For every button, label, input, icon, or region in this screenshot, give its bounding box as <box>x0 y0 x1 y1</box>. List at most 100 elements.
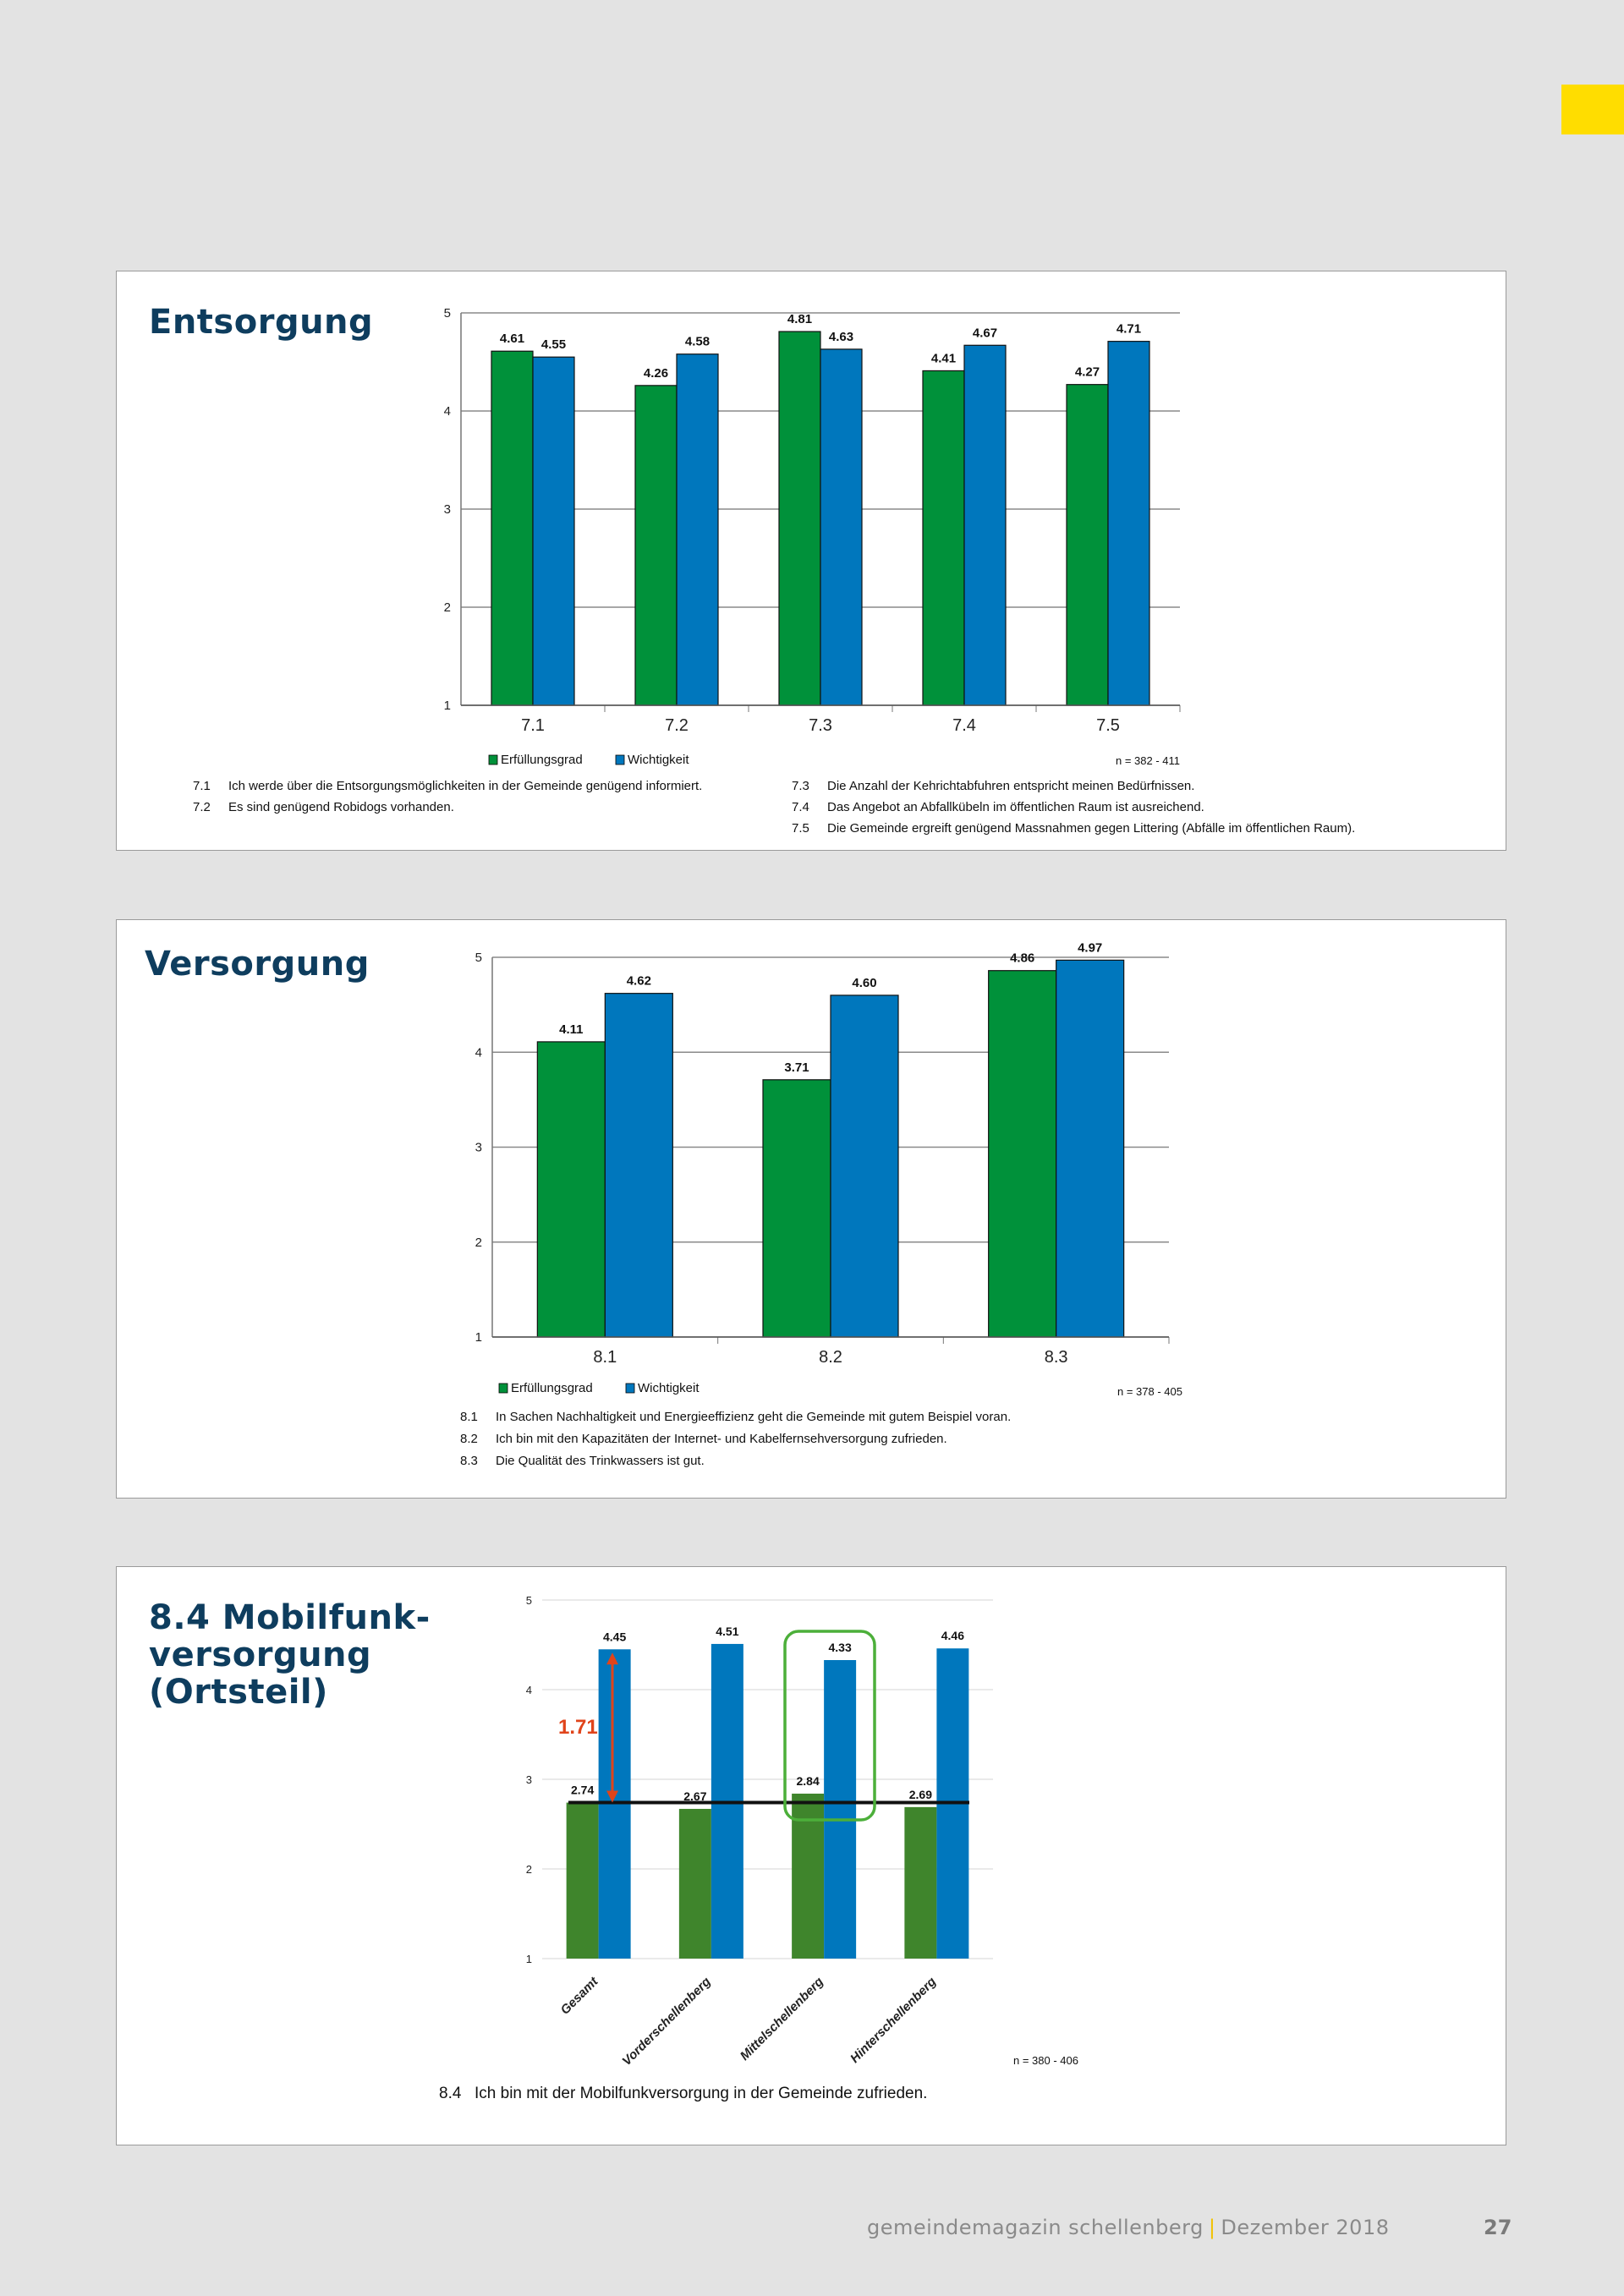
y-tick-label: 5 <box>444 306 451 321</box>
legend-swatch <box>615 754 625 765</box>
y-tick-label: 4 <box>475 1045 482 1060</box>
footnote: 8.1 In Sachen Nachhaltigkeit und Energiee… <box>460 1410 1012 1424</box>
bar-wichtigkeit <box>676 353 719 706</box>
y-tick-label: 3 <box>444 502 451 517</box>
y-tick-label: 2 <box>526 1863 532 1876</box>
sample-size-note: n = 382 - 411 <box>1116 754 1180 767</box>
data-label: 4.11 <box>559 1022 583 1037</box>
legend-swatch <box>498 1383 508 1394</box>
x-category-label: 7.1 <box>521 716 545 735</box>
bar-wichtigkeit <box>830 995 899 1338</box>
bar-erfuellung <box>988 970 1057 1338</box>
bar-erfuellung <box>566 1802 599 1959</box>
title-line: 8.4 Mobilfunk- <box>149 1598 431 1637</box>
y-tick-label: 4 <box>526 1684 532 1696</box>
x-category-label: Vorderschellenberg <box>619 1975 713 2069</box>
sample-size-note: n = 380 - 406 <box>1013 2054 1078 2067</box>
footnote: 8.3 Die Qualität des Trinkwassers ist gut… <box>460 1454 705 1468</box>
x-category-label: Hinterschellenberg <box>848 1975 939 2066</box>
data-label: 4.86 <box>1010 951 1034 966</box>
y-tick-label: 5 <box>526 1594 532 1607</box>
data-label: 4.45 <box>603 1630 626 1643</box>
section-title: Versorgung <box>145 945 370 984</box>
sample-size-note: n = 378 - 405 <box>1117 1385 1182 1398</box>
legend-swatch <box>488 754 498 765</box>
bar-wichtigkeit <box>824 1660 857 1959</box>
data-label: 4.51 <box>716 1625 738 1638</box>
title-line: (Ortsteil) <box>149 1673 328 1712</box>
x-category-label: 7.4 <box>952 716 976 735</box>
bar-erfuellung <box>762 1079 831 1338</box>
section-title: 8.4 Mobilfunk- versorgung (Ortsteil) <box>149 1599 431 1711</box>
highlight-box <box>783 1630 876 1822</box>
legend-swatch <box>625 1383 635 1394</box>
data-label: 4.27 <box>1075 365 1100 380</box>
data-label: 4.60 <box>852 976 876 990</box>
y-tick-label: 5 <box>475 951 482 965</box>
data-label: 2.69 <box>909 1788 932 1801</box>
y-tick-label: 2 <box>475 1236 482 1250</box>
data-label: 4.41 <box>931 351 956 365</box>
footnote: 8.2 Ich bin mit den Kapazitäten der Inter… <box>460 1432 947 1446</box>
legend-label: Erfüllungsgrad <box>501 753 583 767</box>
x-category-label: 7.2 <box>665 716 689 735</box>
y-tick-label: 1 <box>444 699 451 713</box>
data-label: 3.71 <box>784 1060 809 1075</box>
data-label: 4.81 <box>787 312 812 326</box>
legend-label: Erfüllungsgrad <box>511 1381 593 1395</box>
data-label: 4.67 <box>973 326 997 340</box>
data-label: 4.58 <box>685 335 710 349</box>
footnote: 7.4 Das Angebot an Abfallkübeln im öffent… <box>792 800 1204 814</box>
data-label: 4.61 <box>500 332 524 346</box>
arrow-head-up <box>606 1652 618 1665</box>
data-label: 4.55 <box>541 337 566 352</box>
legend-label: Wichtigkeit <box>638 1381 700 1395</box>
footnote: 7.5 Die Gemeinde ergreift genügend Massna… <box>792 821 1356 836</box>
footer-separator: | <box>1208 2216 1216 2239</box>
x-category-label: Mittelschellenberg <box>738 1975 826 2063</box>
bar-wichtigkeit <box>963 344 1007 706</box>
x-category-label: 8.2 <box>819 1348 842 1367</box>
magazine-name: gemeindemagazin schellenberg <box>867 2216 1204 2239</box>
x-category-label: 7.5 <box>1096 716 1120 735</box>
footnote: 7.2 Es sind genügend Robidogs vorhanden. <box>193 800 454 814</box>
data-label: 2.74 <box>571 1784 594 1797</box>
bar-erfuellung <box>922 370 965 706</box>
data-label: 4.63 <box>829 330 853 344</box>
x-category-label: 8.3 <box>1045 1348 1068 1367</box>
data-label: 4.62 <box>627 974 651 989</box>
y-tick-label: 2 <box>444 600 451 615</box>
y-tick-label: 3 <box>475 1141 482 1155</box>
y-tick-label: 4 <box>444 404 451 419</box>
footnote: 7.1 Ich werde über die Entsorgungsmöglich… <box>193 779 703 793</box>
data-label: 4.97 <box>1078 940 1102 955</box>
mobilfunk-panel: 8.4 Mobilfunk- versorgung (Ortsteil) <box>116 1566 1506 2145</box>
bar-wichtigkeit <box>532 356 575 706</box>
data-label: 4.26 <box>644 366 668 381</box>
y-tick-label: 3 <box>526 1773 532 1786</box>
bar-erfuellung <box>536 1041 606 1338</box>
issue-date: Dezember 2018 <box>1221 2216 1390 2239</box>
data-label: 4.33 <box>829 1641 852 1654</box>
y-tick-label: 1 <box>475 1330 482 1345</box>
bar-wichtigkeit <box>1056 959 1125 1338</box>
x-category-label: Gesamt <box>558 1974 602 2018</box>
bar-erfuellung <box>1066 384 1109 706</box>
data-label: 4.71 <box>1116 322 1141 337</box>
bar-wichtigkeit <box>1107 341 1150 706</box>
bar-wichtigkeit <box>820 348 863 706</box>
footer: gemeindemagazin schellenberg | Dezember 20… <box>867 2216 1389 2239</box>
y-tick-label: 1 <box>526 1953 532 1965</box>
bar-erfuellung <box>904 1806 937 1959</box>
data-label: 2.84 <box>797 1774 820 1788</box>
bar-erfuellung <box>491 350 534 706</box>
bar-erfuellung <box>778 331 821 706</box>
title-line: versorgung <box>149 1636 372 1674</box>
x-category-label: 8.1 <box>593 1348 617 1367</box>
arrow-head-down <box>606 1790 618 1803</box>
data-label: 4.46 <box>941 1629 964 1642</box>
footnote: 7.3 Die Anzahl der Kehrichtabfuhren entsp… <box>792 779 1195 793</box>
x-category-label: 7.3 <box>809 716 832 735</box>
